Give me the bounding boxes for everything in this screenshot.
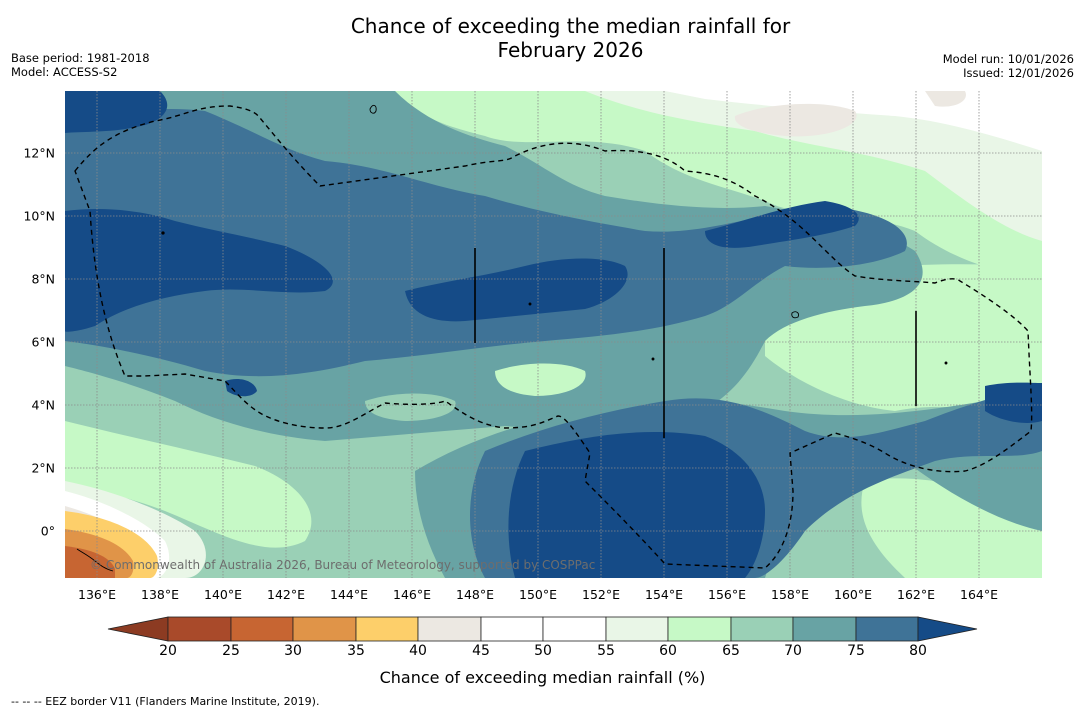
title-line-2: February 2026: [497, 38, 644, 62]
model-run-text: Model run: 10/01/2026: [942, 52, 1074, 66]
y-tick-label: 0°: [40, 523, 55, 539]
colorbar-tick-label: 35: [347, 643, 365, 659]
colorbar-tick-label: 40: [409, 643, 427, 659]
x-tick-label: 146°E: [392, 587, 432, 602]
colorbar-tick-label: 20: [159, 643, 177, 659]
x-tick-label: 164°E: [959, 587, 999, 602]
rainfall-contours: [65, 91, 1042, 578]
contour-80-above-south: [508, 431, 765, 578]
islands: [76, 104, 948, 572]
footer-note: -- -- -- EEZ border V11 (Flanders Marine…: [11, 695, 320, 708]
x-tick-label: 150°E: [518, 587, 558, 602]
colorbar-bin-45-50: [480, 616, 544, 642]
colorbar-tick-label: 45: [472, 643, 490, 659]
x-tick-label: 142°E: [266, 587, 306, 602]
title-line-1: Chance of exceeding the median rainfall …: [350, 14, 791, 38]
reference-lines: [474, 248, 917, 438]
meta-left: Base period: 1981-2018 Model: ACCESS-S2: [11, 51, 150, 79]
contour-25-30: [65, 546, 115, 578]
y-tick-label: 2°N: [31, 460, 55, 476]
copyright-notice: © Commonwealth of Australia 2026, Bureau…: [90, 558, 596, 572]
y-tick-label: 4°N: [31, 397, 55, 413]
contour-55-60-north: [585, 91, 1042, 241]
map-title: Chance of exceeding the median rainfall …: [0, 14, 1085, 62]
contour-60-65-patch: [495, 363, 586, 396]
contour-80-above-east: [985, 382, 1042, 423]
meta-right: Model run: 10/01/2026 Issued: 12/01/2026: [943, 52, 1074, 80]
colorbar-bin-55-60: [605, 616, 669, 642]
issued-text: Issued: 12/01/2026: [963, 66, 1074, 80]
y-tick-label: 6°N: [31, 334, 55, 350]
eez-border: [74, 105, 1033, 569]
colorbar-extend-high: [917, 616, 978, 642]
contour-60-65-southwest: [65, 421, 312, 548]
contour-75-80-north: [65, 109, 907, 377]
x-tick-label: 160°E: [833, 587, 873, 602]
colorbar-bin-30-35: [292, 616, 357, 642]
colorbar-bin-60-65: [667, 616, 732, 642]
colorbar-tick-label: 25: [222, 643, 240, 659]
colorbar-tick-label: 75: [847, 643, 865, 659]
colorbar-bin-50-55: [542, 616, 607, 642]
colorbar-bin-25-30: [230, 616, 294, 642]
contour-80-above-northeast: [705, 201, 859, 248]
colorbar: [107, 616, 978, 642]
contour-80-above-west: [65, 209, 333, 332]
contour-80-above-northwest: [65, 91, 168, 133]
colorbar-tick-label: 55: [597, 643, 615, 659]
colorbar-tick-label: 80: [909, 643, 927, 659]
contour-65-70-patch: [365, 393, 456, 421]
colorbar-tick-label: 60: [659, 643, 677, 659]
x-tick-label: 140°E: [203, 587, 243, 602]
x-tick-label: 138°E: [140, 587, 180, 602]
model-text: Model: ACCESS-S2: [11, 65, 118, 79]
colorbar-tick-label: 65: [722, 643, 740, 659]
colorbar-bin-20-25: [167, 616, 232, 642]
y-tick-label: 12°N: [23, 145, 55, 161]
x-tick-label: 152°E: [581, 587, 621, 602]
base-period-text: Base period: 1981-2018: [11, 51, 150, 65]
colorbar-label: Chance of exceeding median rainfall (%): [379, 668, 706, 687]
colorbar-bin-35-40: [355, 616, 419, 642]
x-tick-label: 144°E: [329, 587, 369, 602]
x-tick-label: 154°E: [644, 587, 684, 602]
x-tick-label: 156°E: [707, 587, 747, 602]
contour-80-above-central: [405, 258, 628, 322]
colorbar-bin-70-75: [792, 616, 857, 642]
y-tick-label: 8°N: [31, 271, 55, 287]
colorbar-bin-75-80: [855, 616, 919, 642]
x-tick-label: 162°E: [896, 587, 936, 602]
colorbar-bin-65-70: [730, 616, 794, 642]
colorbar-tick-label: 70: [784, 643, 802, 659]
colorbar-bin-40-45: [417, 616, 482, 642]
x-tick-label: 148°E: [455, 587, 495, 602]
x-tick-label: 136°E: [77, 587, 117, 602]
colorbar-tick-label: 50: [534, 643, 552, 659]
colorbar-extend-low: [107, 616, 169, 642]
y-tick-label: 10°N: [23, 208, 55, 224]
contour-40-45-patch-2: [925, 91, 966, 107]
x-tick-label: 158°E: [770, 587, 810, 602]
contour-40-45-patch-1: [734, 103, 857, 137]
rainfall-map: [65, 91, 1042, 578]
colorbar-tick-label: 30: [284, 643, 302, 659]
contour-80-above-small: [225, 379, 257, 397]
